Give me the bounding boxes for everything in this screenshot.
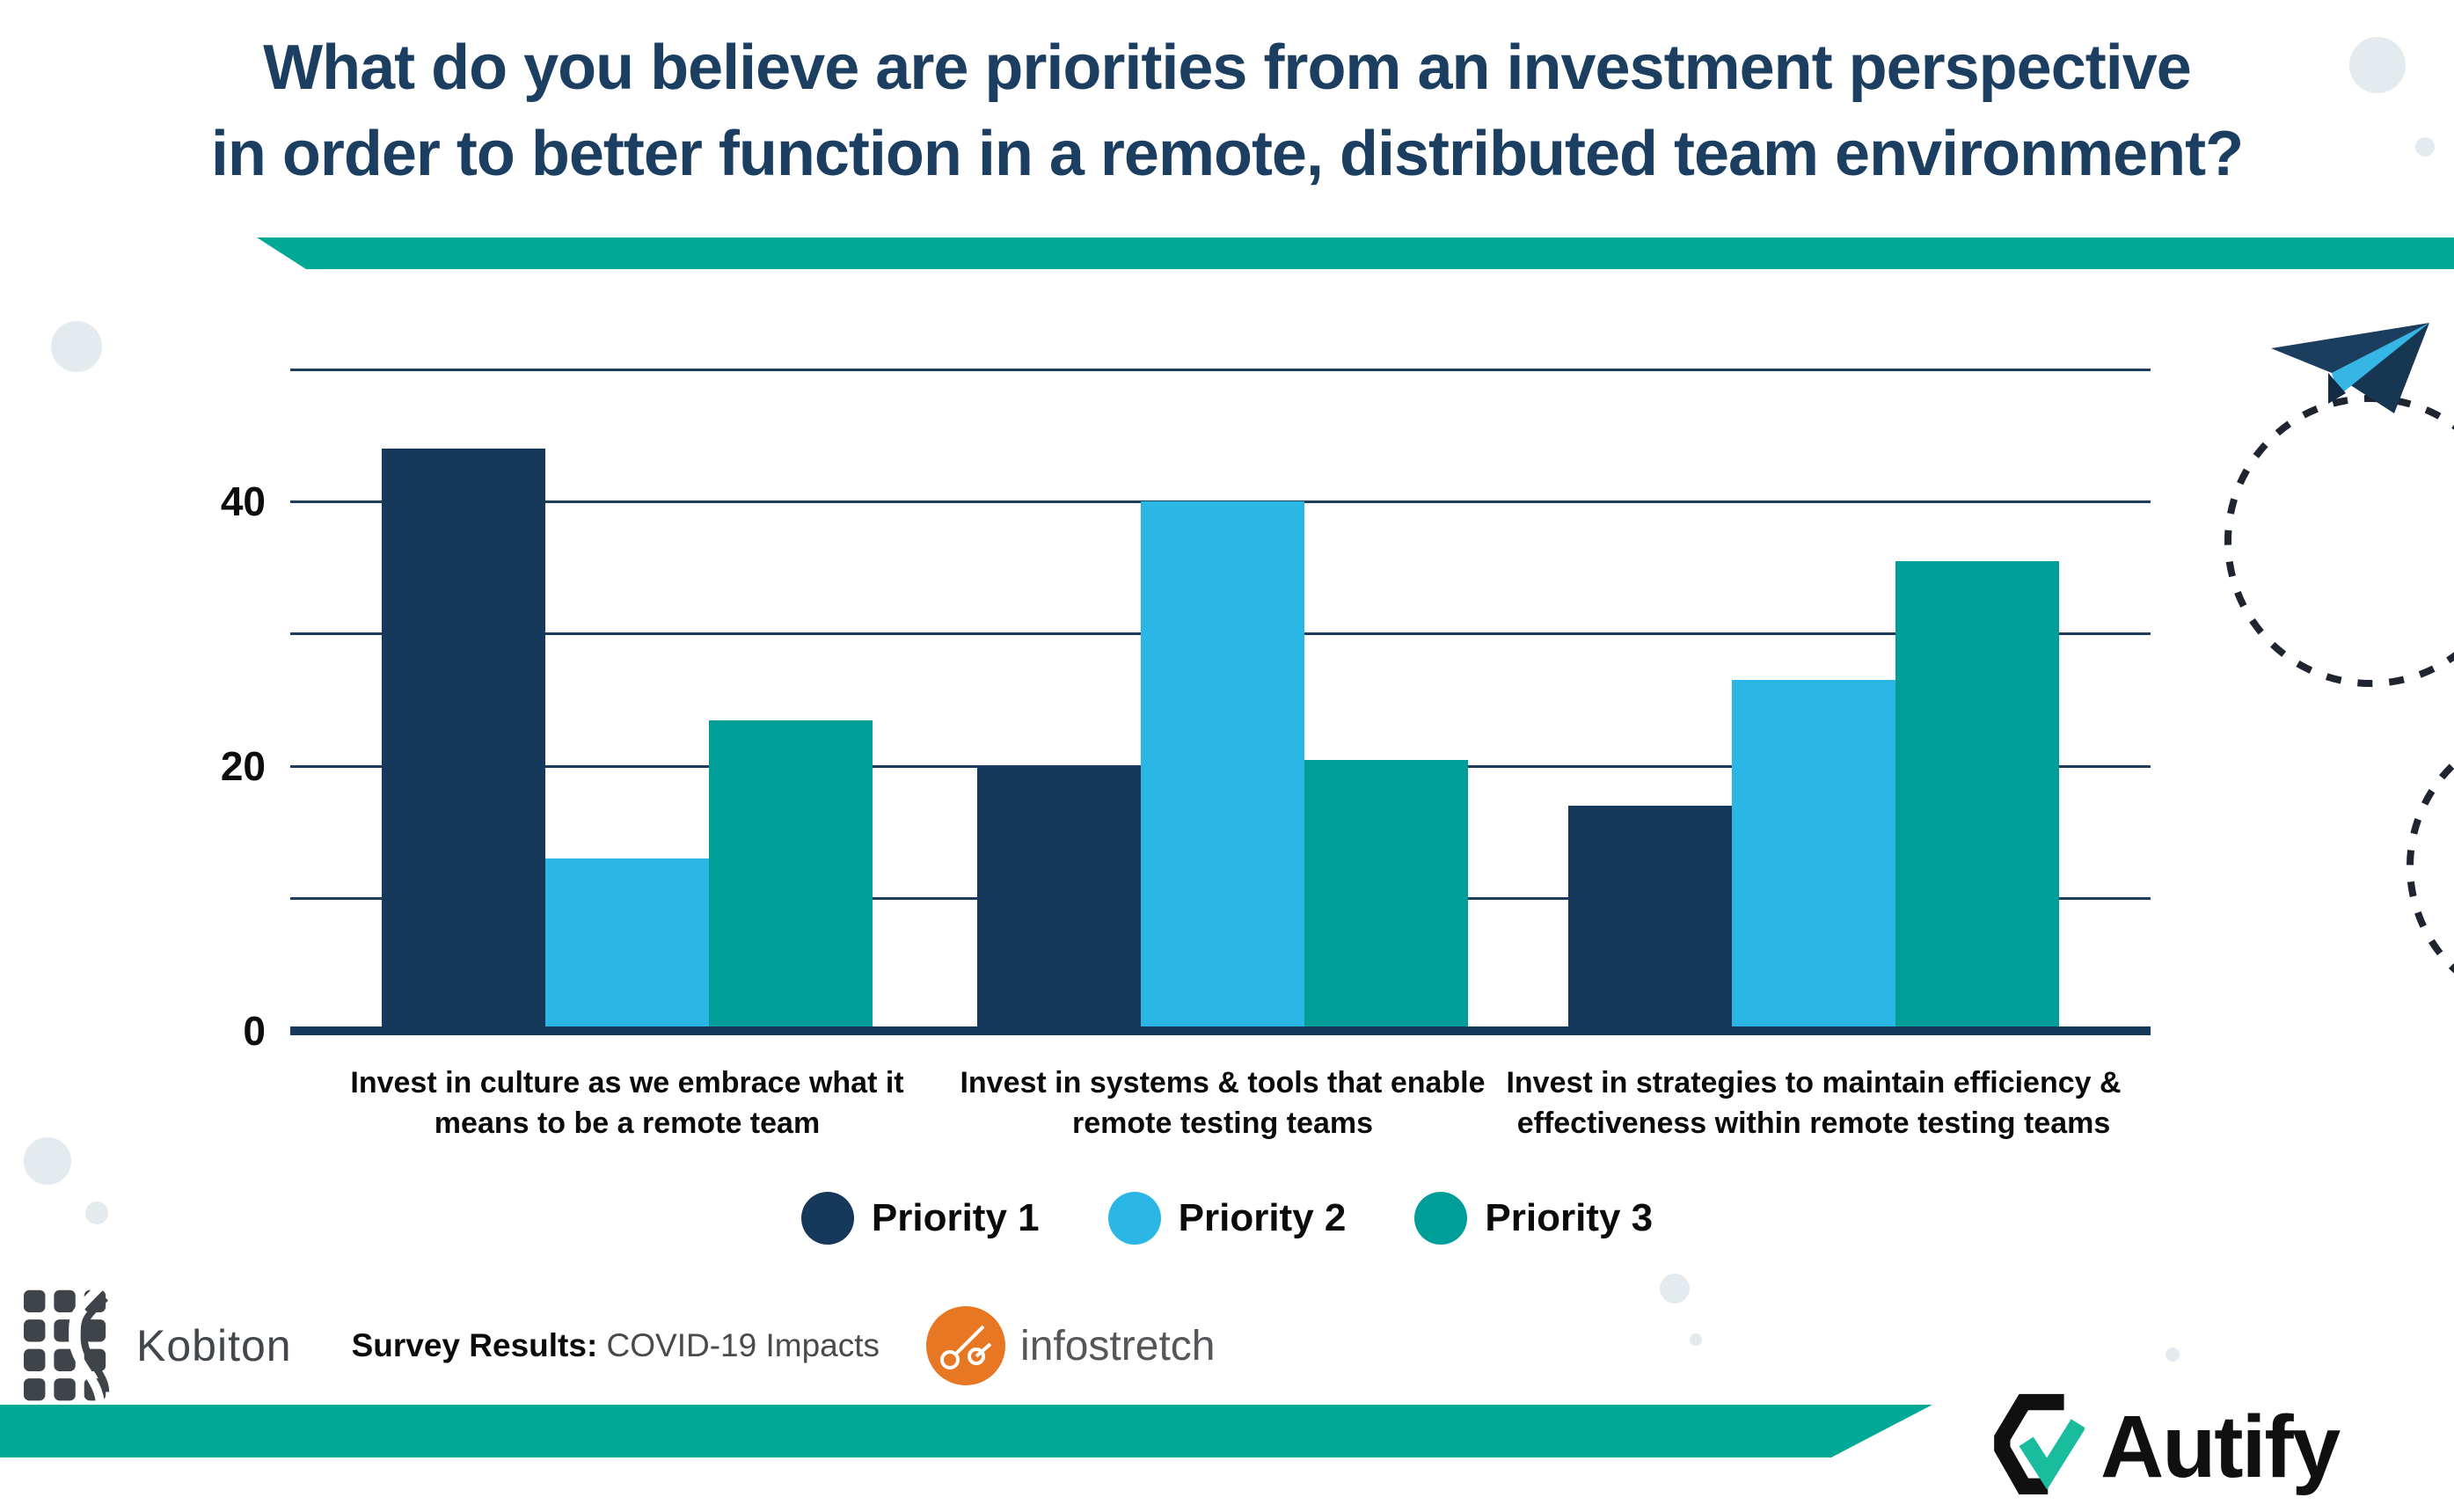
category-label-3: Invest in strategies to maintain efficie… <box>1506 1066 2122 1140</box>
survey-results-rest: COVID-19 Impacts <box>597 1327 880 1363</box>
kobiton-logo-text: Kobiton <box>136 1321 292 1370</box>
y-tick-label-20: 20 <box>220 743 266 790</box>
chart-legend: Priority 1 Priority 2 Priority 3 <box>0 1183 2454 1253</box>
gridline-50 <box>290 368 2151 371</box>
bottom-teal-ribbon <box>0 1405 1932 1457</box>
bar-priority1-group2 <box>977 766 1141 1031</box>
decor-circle <box>1690 1333 1702 1346</box>
autify-logo-icon <box>1994 1393 2085 1494</box>
decor-circle <box>1660 1274 1690 1304</box>
category-label-1: Invest in culture as we embrace what it … <box>350 1066 904 1140</box>
infostretch-logo-icon <box>926 1306 1006 1385</box>
bar-priority3-group1 <box>709 719 873 1031</box>
x-axis-baseline <box>290 1026 2151 1035</box>
legend-item-priority2: Priority 2 <box>1107 1192 1347 1245</box>
footer-sources: Kobiton Survey Results: COVID-19 Impacts… <box>24 1280 1215 1412</box>
bar-priority3-group2 <box>1304 759 1468 1031</box>
category-label-2: Invest in systems & tools that enable re… <box>960 1066 1486 1140</box>
autify-logo-text: Autify <box>2100 1397 2341 1496</box>
kobiton-logo-icon <box>24 1284 110 1406</box>
y-tick-label-0: 0 <box>243 1008 266 1054</box>
page-title-line1: What do you believe are priorities from … <box>263 33 2192 103</box>
autify-logo: Autify <box>1986 1392 2341 1501</box>
legend-dot-icon <box>1414 1192 1468 1245</box>
legend-label: Priority 1 <box>871 1196 1040 1239</box>
infostretch-logo: infostretch <box>925 1305 1215 1386</box>
bar-priority1-group1 <box>382 449 545 1031</box>
infostretch-logo-text: infostretch <box>1020 1322 1216 1370</box>
decor-circle <box>51 321 102 372</box>
survey-results-label: Survey Results: COVID-19 Impacts <box>352 1327 880 1364</box>
y-tick-label-40: 40 <box>220 478 266 525</box>
legend-label: Priority 2 <box>1178 1196 1347 1239</box>
bar-priority1-group3 <box>1568 806 1732 1031</box>
bar-priority3-group3 <box>1895 561 2059 1031</box>
legend-dot-icon <box>1107 1192 1161 1245</box>
page-title: What do you believe are priorities from … <box>0 25 2454 197</box>
decor-circle <box>2415 137 2435 157</box>
survey-results-bold: Survey Results: <box>351 1327 598 1363</box>
bar-priority2-group1 <box>545 858 709 1031</box>
legend-dot-icon <box>800 1192 854 1245</box>
decor-circle <box>24 1137 71 1185</box>
legend-item-priority3: Priority 3 <box>1414 1192 1653 1245</box>
legend-label: Priority 3 <box>1485 1196 1654 1239</box>
decor-circle <box>2166 1348 2180 1362</box>
decor-circle <box>85 1202 108 1224</box>
decor-circle <box>2349 37 2406 93</box>
bar-priority2-group2 <box>1141 501 1304 1031</box>
bar-priority2-group3 <box>1732 680 1895 1031</box>
page-title-line2: in order to better function in a remote,… <box>210 119 2244 189</box>
top-teal-ribbon <box>257 237 2454 269</box>
legend-item-priority1: Priority 1 <box>800 1192 1040 1245</box>
